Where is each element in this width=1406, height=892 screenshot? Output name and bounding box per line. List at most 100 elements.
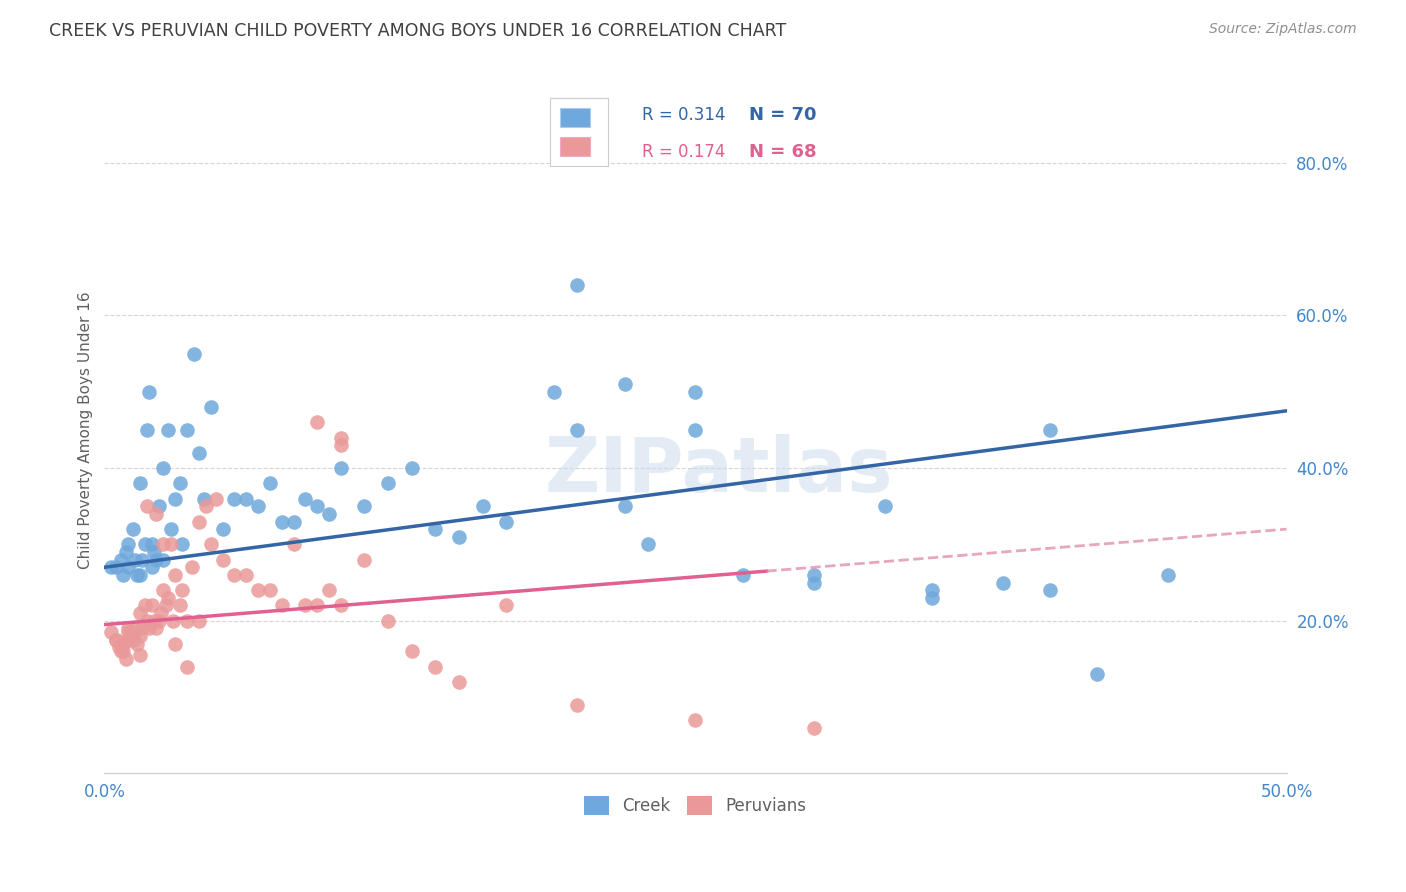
Point xyxy=(567,698,589,712)
Point xyxy=(567,277,589,292)
Point xyxy=(224,568,246,582)
Point xyxy=(162,614,184,628)
Point xyxy=(318,507,340,521)
Point xyxy=(211,552,233,566)
Point xyxy=(270,599,292,613)
Point xyxy=(100,625,122,640)
Point xyxy=(134,599,156,613)
Point xyxy=(112,637,135,651)
Point xyxy=(329,599,352,613)
Point xyxy=(401,644,423,658)
Point xyxy=(425,522,447,536)
Point xyxy=(155,599,177,613)
Point xyxy=(803,721,825,735)
Point xyxy=(329,438,352,452)
Point xyxy=(117,625,139,640)
Point xyxy=(124,552,146,566)
Point xyxy=(157,591,180,605)
Point xyxy=(921,583,943,598)
Point xyxy=(235,568,257,582)
Point xyxy=(152,552,174,566)
Point xyxy=(193,491,215,506)
Point xyxy=(114,652,136,666)
Point xyxy=(117,560,139,574)
Point xyxy=(294,491,316,506)
Text: ZIPatlas: ZIPatlas xyxy=(544,434,893,508)
Point xyxy=(131,621,153,635)
Point xyxy=(377,614,399,628)
Point xyxy=(165,491,187,506)
Point xyxy=(401,461,423,475)
Point xyxy=(127,637,149,651)
Point xyxy=(307,500,329,514)
Point xyxy=(134,537,156,551)
Point xyxy=(165,568,187,582)
Point xyxy=(128,648,150,662)
Point xyxy=(148,614,170,628)
Point xyxy=(543,384,565,399)
Point xyxy=(731,568,754,582)
Point xyxy=(112,644,135,658)
Point xyxy=(114,545,136,559)
Point xyxy=(121,522,143,536)
Point xyxy=(259,583,281,598)
Point xyxy=(148,500,170,514)
Point xyxy=(183,346,205,360)
Point xyxy=(353,500,375,514)
Point xyxy=(353,552,375,566)
Point xyxy=(117,537,139,551)
Point xyxy=(188,446,211,460)
Point xyxy=(447,674,470,689)
Point xyxy=(128,606,150,620)
Point xyxy=(165,637,187,651)
Point xyxy=(141,599,163,613)
Point xyxy=(425,659,447,673)
Point xyxy=(143,545,166,559)
Point xyxy=(307,599,329,613)
Point xyxy=(685,713,707,727)
Point xyxy=(685,384,707,399)
Point xyxy=(200,537,222,551)
Point xyxy=(107,640,129,655)
Point xyxy=(120,629,142,643)
Point xyxy=(159,537,181,551)
Point xyxy=(143,614,166,628)
Point xyxy=(803,568,825,582)
Point xyxy=(637,537,659,551)
Point xyxy=(105,560,128,574)
Point xyxy=(172,583,194,598)
Point xyxy=(283,515,305,529)
Point xyxy=(259,476,281,491)
Point xyxy=(180,560,202,574)
Point xyxy=(188,614,211,628)
Point xyxy=(110,644,132,658)
Point xyxy=(169,476,191,491)
Point xyxy=(307,415,329,429)
Point xyxy=(224,491,246,506)
Point xyxy=(169,599,191,613)
Point xyxy=(495,599,517,613)
Point xyxy=(127,568,149,582)
Point xyxy=(105,632,128,647)
Legend: Creek, Peruvians: Creek, Peruvians xyxy=(576,788,815,823)
Point xyxy=(471,500,494,514)
Point xyxy=(128,568,150,582)
Point xyxy=(152,583,174,598)
Point xyxy=(447,530,470,544)
Point xyxy=(803,575,825,590)
Text: N = 70: N = 70 xyxy=(748,106,817,124)
Point xyxy=(211,522,233,536)
Point xyxy=(567,423,589,437)
Point xyxy=(141,537,163,551)
Point xyxy=(188,515,211,529)
Point xyxy=(204,491,226,506)
Point xyxy=(138,621,160,635)
Point xyxy=(128,629,150,643)
Text: R = 0.174: R = 0.174 xyxy=(643,143,725,161)
Point xyxy=(152,461,174,475)
Point xyxy=(1039,423,1062,437)
Point xyxy=(112,568,135,582)
Point xyxy=(176,423,198,437)
Text: CREEK VS PERUVIAN CHILD POVERTY AMONG BOYS UNDER 16 CORRELATION CHART: CREEK VS PERUVIAN CHILD POVERTY AMONG BO… xyxy=(49,22,786,40)
Text: R = 0.314: R = 0.314 xyxy=(643,106,725,124)
